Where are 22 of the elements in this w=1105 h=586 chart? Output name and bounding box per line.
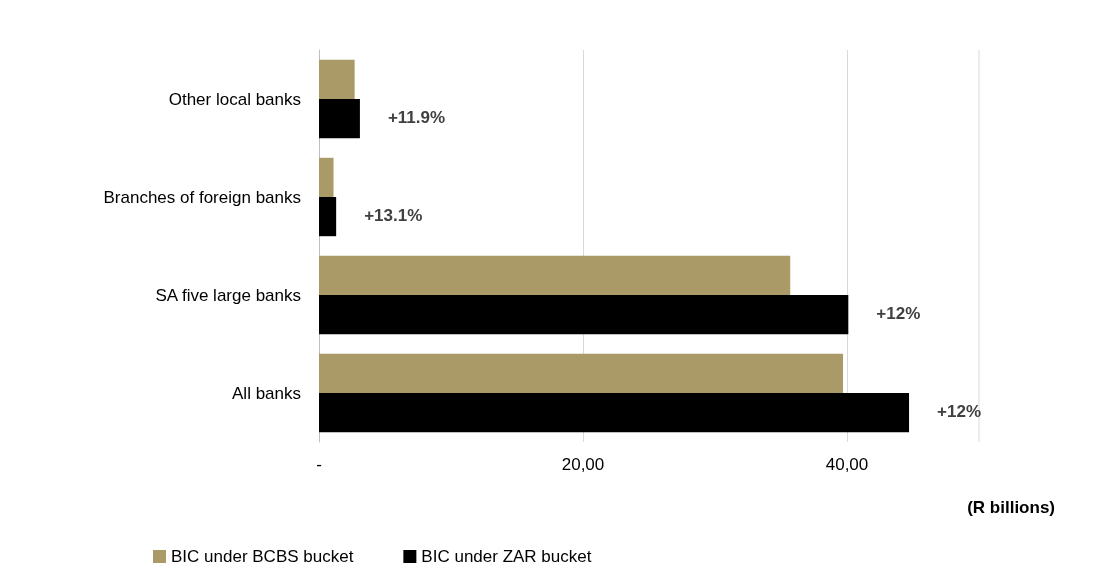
bar	[319, 197, 337, 237]
x-tick-label: 20,00	[561, 455, 605, 474]
x-tick-label: -	[316, 455, 322, 474]
bar	[319, 99, 360, 139]
bar	[319, 255, 791, 295]
annotation: +13.1%	[364, 205, 423, 225]
bar	[319, 393, 910, 433]
y-tick-label: SA five large banks	[155, 285, 301, 305]
legend-label: BIC under BCBS bucket	[171, 547, 354, 566]
annotation: +11.9%	[387, 107, 446, 127]
y-tick-label: Branches of foreign banks	[103, 187, 301, 207]
bar	[319, 353, 844, 393]
bar	[319, 59, 355, 99]
y-tick-label: All banks	[232, 383, 301, 403]
bar	[319, 157, 334, 197]
x-axis-title: (R billions)	[967, 498, 1056, 517]
bar	[319, 295, 849, 335]
annotation: +12%	[876, 303, 921, 323]
x-tick-label: 40,00	[825, 455, 869, 474]
y-tick-label: Other local banks	[168, 89, 301, 109]
annotation: +12%	[937, 401, 981, 421]
legend-label: BIC under ZAR bucket	[421, 547, 592, 566]
